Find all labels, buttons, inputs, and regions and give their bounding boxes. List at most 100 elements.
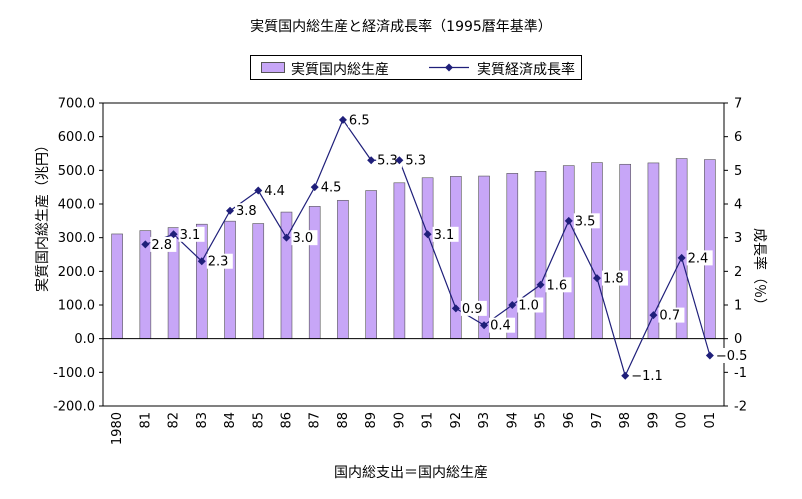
y-right-tick-label: 1 [734,299,742,314]
data-label-bg [686,250,713,266]
y-right-tick-label: 2 [734,265,742,280]
y-left-tick-label: 600.0 [58,130,95,145]
x-tick-label: 92 [449,412,464,429]
x-tick-label: 97 [590,412,605,429]
bar [506,173,519,339]
data-label-bg [376,152,403,168]
data-label-bg [404,152,431,168]
bar [534,171,547,339]
plot-area [102,102,725,407]
growth-data-label: 4.5 [321,181,342,196]
growth-marker [536,280,545,289]
x-tick-label: 88 [336,412,351,429]
growth-marker [367,156,376,165]
data-label-bg [178,226,205,242]
growth-marker [480,321,489,330]
x-tick-label: 93 [477,412,492,429]
x-tick-label: 96 [562,412,577,429]
growth-data-label: 2.8 [151,238,172,253]
growth-data-label: 6.5 [349,113,370,128]
data-label-bg [573,213,600,229]
y-left-tick-label: 200.0 [58,265,95,280]
growth-data-label: 0.7 [659,309,680,324]
growth-marker [451,304,460,313]
data-label-bg [263,183,290,199]
x-tick-label: 84 [223,412,238,429]
y-left-tick-label: 700.0 [58,97,95,112]
y-right-tick-label: -2 [734,400,747,415]
data-label-bg [319,179,346,195]
bar [308,206,321,339]
growth-marker [423,230,432,239]
bar [619,163,632,339]
growth-data-label: 5.3 [377,154,398,169]
data-label-bg [347,112,374,128]
growth-marker [564,216,573,225]
growth-marker [621,371,630,380]
data-label-bg [630,368,665,384]
x-tick-label: 83 [195,412,210,429]
x-tick-label: 00 [675,412,690,429]
x-tick-label: 87 [308,412,323,429]
x-tick-label: 82 [167,412,182,429]
growth-data-label: −0.5 [716,349,748,364]
growth-marker [592,274,601,283]
growth-marker [169,230,178,239]
x-tick-label: 90 [392,412,407,429]
growth-marker [141,240,150,249]
x-tick-label: 81 [138,412,153,429]
legend-line-swatch [429,63,469,72]
x-tick-label: 98 [618,412,633,429]
x-tick-label: 94 [505,412,520,429]
data-label-bg [432,226,459,242]
growth-data-label: 3.5 [575,214,596,229]
y-right-tick-label: -1 [734,366,747,381]
bar [337,199,349,339]
data-label-bg [206,253,233,269]
legend-label-growth: 実質経済成長率 [477,62,575,78]
growth-marker [310,183,319,192]
growth-data-label: −1.1 [631,369,663,384]
growth-data-label: 1.6 [547,278,568,293]
y-left-tick-label: 500.0 [58,164,95,179]
growth-data-label: 3.1 [434,228,455,243]
growth-marker [508,301,517,309]
bar [421,177,434,339]
growth-marker [705,351,714,360]
x-tick-label: 89 [364,412,379,429]
y-left-tick-label: -200.0 [53,400,95,415]
growth-data-label: 2.3 [208,255,229,270]
bar [252,223,265,339]
growth-marker [338,115,347,124]
growth-data-label: 1.0 [518,299,539,314]
chart-title: 実質国内総生産と経済成長率（1995暦年基準） [250,19,552,35]
data-label-bg [489,317,516,333]
data-label-bg [545,277,572,293]
growth-data-label: 5.3 [405,154,426,169]
x-tick-label: 95 [534,412,549,429]
bar [704,159,716,339]
x-tick-label: 01 [703,412,718,429]
growth-data-label: 4.4 [264,184,285,199]
data-label-bg [714,348,749,363]
bar [111,233,123,339]
y-left-tick-label: 100.0 [58,299,95,314]
bar [562,165,575,339]
growth-marker [197,257,206,266]
data-label-bg [291,230,318,246]
x-tick-label: 91 [421,412,436,429]
x-tick-label: 86 [279,412,294,429]
data-label-bg [517,297,544,313]
legend-label-gdp: 実質国内総生産 [291,62,389,78]
y-right-tick-label: 4 [734,198,742,213]
y-right-tick-label: 0 [734,332,742,347]
growth-marker [395,156,404,165]
growth-data-label: 0.9 [462,302,483,317]
y-left-tick-label: 400.0 [58,198,95,213]
data-label-bg [460,300,487,316]
y-left-tick-label: 0.0 [74,332,95,347]
data-label-bg [601,270,628,286]
x-tick-label: 99 [646,412,661,429]
legend-bar-swatch [261,62,285,73]
